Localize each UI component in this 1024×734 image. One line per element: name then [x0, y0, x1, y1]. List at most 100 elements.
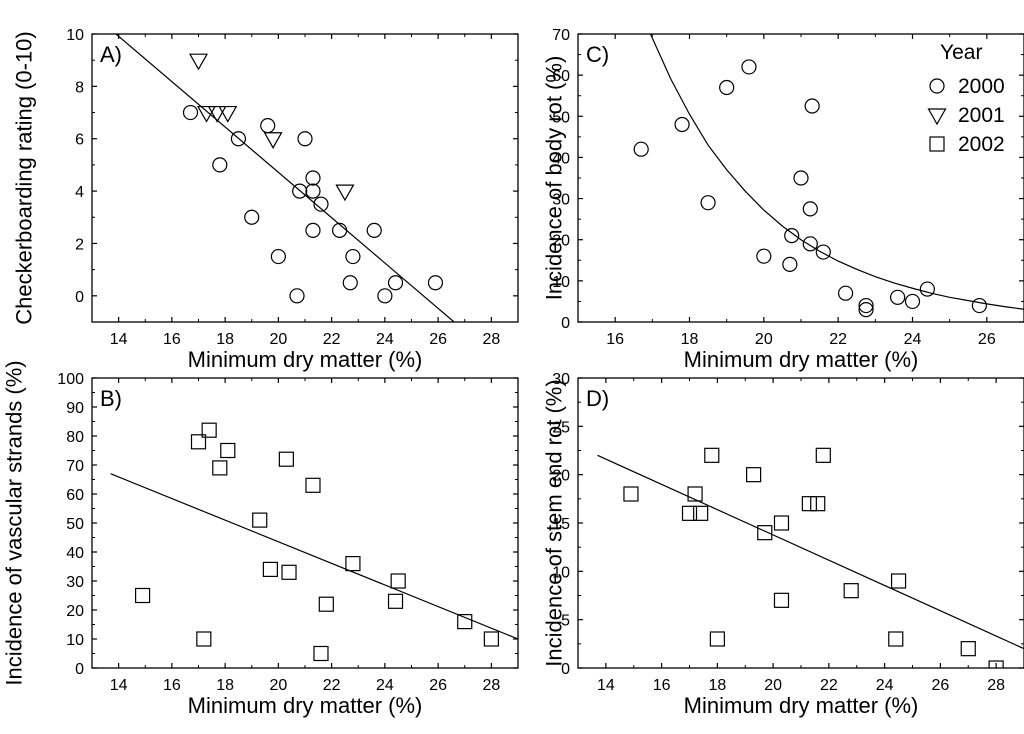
- x-tick-label: 20: [755, 331, 773, 348]
- data-point-2000: [782, 256, 798, 272]
- panel-c: 0 10 20 30 40 50 60 70 16 18 20 22 24 26 Minimum dry m…: [542, 27, 1024, 372]
- x-tick-label: 24: [904, 331, 922, 348]
- data-point-2000: [741, 59, 757, 75]
- plot-frame-b: [91, 377, 519, 669]
- x-tick-label: 16: [606, 331, 624, 348]
- data-point-2002: [345, 555, 361, 572]
- plot-frame-a: [91, 33, 519, 323]
- data-point-2002: [390, 573, 406, 589]
- data-point-2002: [262, 561, 278, 578]
- data-point-2000: [377, 288, 393, 304]
- data-point-2000: [305, 222, 321, 238]
- data-point-2002: [623, 486, 639, 502]
- y-tick-label: 40: [552, 150, 570, 167]
- data-point-2002: [134, 587, 151, 604]
- y-tick-label: 4: [75, 184, 84, 201]
- fit-line: [597, 454, 1024, 650]
- y-tick-label: 70: [66, 458, 84, 475]
- legend-marker-2002: [929, 136, 945, 152]
- x-tick-label: 14: [110, 677, 128, 694]
- data-point-2002: [773, 515, 790, 531]
- data-point-2002: [988, 660, 1004, 668]
- y-tick-label: 60: [66, 487, 84, 504]
- fit-line: [649, 34, 1024, 310]
- data-point-2000: [802, 236, 818, 252]
- x-tick-label: 20: [269, 331, 287, 348]
- x-tick-label: 22: [323, 677, 341, 694]
- y-tick-label: 90: [66, 400, 84, 417]
- x-axis-title: Minimum dry matter (%): [684, 693, 919, 718]
- data-point-2002: [810, 496, 826, 512]
- data-point-2000: [230, 131, 247, 147]
- data-point-2000: [858, 302, 874, 318]
- data-point-2002: [278, 451, 294, 467]
- y-tick-label: 10: [66, 27, 84, 44]
- data-point-2002: [483, 631, 499, 647]
- x-tick-label: 22: [323, 331, 341, 348]
- data-point-2001: [218, 105, 238, 123]
- data-point-2000: [633, 141, 649, 157]
- data-point-2000: [793, 170, 809, 186]
- panel-label: C): [586, 42, 609, 67]
- data-point-2000: [802, 201, 818, 217]
- y-tick-label: 6: [75, 132, 84, 149]
- data-point-2000: [305, 183, 321, 199]
- y-tick-label: 0: [75, 661, 84, 678]
- panel-label: A): [100, 42, 122, 67]
- y-tick-label: 20: [66, 603, 84, 620]
- data-point-2000: [719, 79, 735, 96]
- x-tick-label: 14: [597, 677, 615, 694]
- data-point-2000: [837, 285, 854, 301]
- y-tick-label: 50: [66, 516, 84, 533]
- fit-line: [110, 473, 518, 640]
- x-tick-label: 26: [429, 677, 447, 694]
- plot-frame-d: [577, 377, 1024, 669]
- data-point-2000: [804, 98, 820, 114]
- data-point-2000: [427, 275, 444, 291]
- legend-label: 2002: [958, 133, 1005, 156]
- data-point-2002: [746, 467, 762, 483]
- data-point-2000: [305, 170, 321, 186]
- plot-area: [110, 422, 518, 662]
- y-tick-label: 80: [66, 429, 84, 446]
- plot-area: [597, 447, 1024, 668]
- data-point-2000: [289, 288, 305, 304]
- x-tick-label: 26: [429, 331, 447, 348]
- data-point-2000: [971, 297, 988, 314]
- data-point-2000: [342, 275, 358, 291]
- y-tick-label: 0: [75, 289, 84, 306]
- data-point-2000: [890, 289, 906, 305]
- data-point-2000: [858, 297, 874, 314]
- data-point-2002: [709, 631, 725, 647]
- data-point-2001: [207, 105, 227, 123]
- x-axis-title: Minimum dry matter (%): [684, 347, 919, 372]
- data-point-2002: [196, 631, 212, 647]
- data-point-2000: [904, 293, 921, 310]
- fit-line: [115, 34, 455, 322]
- data-point-2000: [212, 157, 228, 173]
- x-tick-label: 14: [110, 331, 128, 348]
- data-point-2000: [297, 131, 313, 147]
- y-tick-label: 2: [75, 236, 84, 253]
- data-point-2000: [674, 116, 690, 133]
- data-point-2000: [292, 183, 308, 199]
- data-point-2000: [700, 195, 716, 211]
- y-tick-label: 60: [552, 68, 570, 85]
- x-tick-label: 16: [163, 331, 181, 348]
- data-point-2002: [281, 564, 297, 580]
- y-axis-title: Incidence of stem end rot (%): [542, 379, 567, 666]
- data-point-2002: [888, 631, 904, 647]
- data-point-2002: [190, 434, 207, 450]
- y-tick-label: 100: [57, 371, 84, 388]
- panel-label: B): [100, 386, 122, 411]
- x-tick-label: 18: [216, 331, 234, 348]
- data-point-2002: [252, 512, 268, 528]
- data-point-2000: [784, 228, 800, 244]
- data-point-2000: [332, 222, 348, 238]
- data-point-2000: [182, 104, 199, 121]
- data-point-2001: [335, 184, 355, 202]
- y-tick-label: 40: [66, 545, 84, 562]
- data-point-2002: [220, 442, 236, 459]
- data-point-2001: [188, 53, 209, 71]
- panel-d: 0 5 10 15 20 25 30 14 16 18 20 22 24 26 28 Minimum dry …: [542, 371, 1024, 718]
